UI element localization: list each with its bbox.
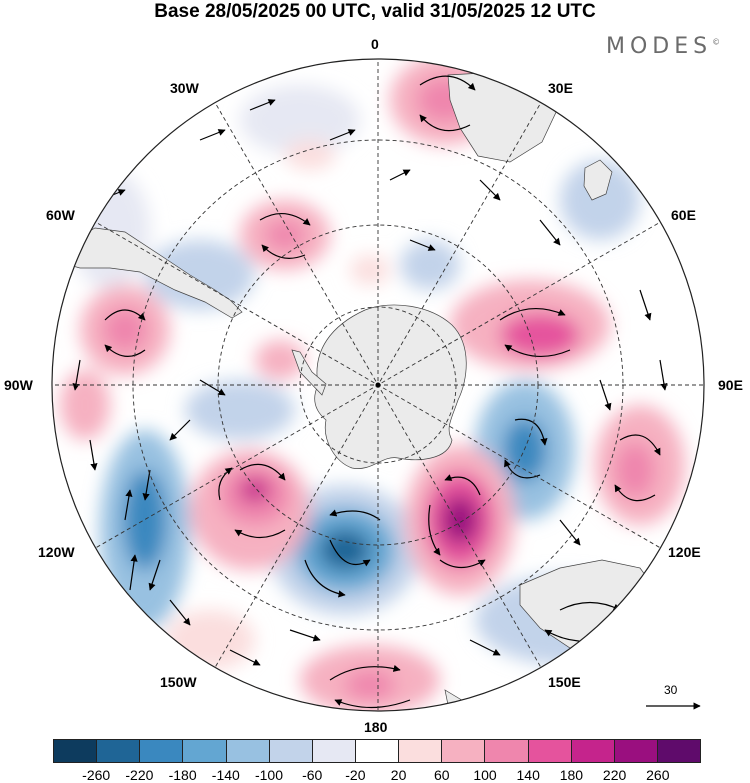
anomaly-negative xyxy=(185,380,295,440)
anomaly-positive xyxy=(240,478,270,502)
lon-label-60w: 60W xyxy=(46,207,75,223)
colorbar-tick-label: 60 xyxy=(434,767,450,783)
colorbar-tick-label: 180 xyxy=(559,767,584,783)
anomaly-positive xyxy=(500,313,580,357)
colorbar-tick-label: -180 xyxy=(168,767,197,783)
anomaly-positive xyxy=(60,370,110,440)
chart-title: Base 28/05/2025 00 UTC, valid 31/05/2025… xyxy=(154,1,596,22)
reference-vector-label: 30 xyxy=(664,683,678,697)
colorbar xyxy=(53,739,701,763)
anomaly-positive xyxy=(350,255,390,285)
lon-label-90w: 90W xyxy=(4,377,33,393)
anomaly-negative xyxy=(503,418,547,482)
lon-label-30e: 30E xyxy=(548,80,573,96)
colorbar-swatch xyxy=(657,740,701,762)
colorbar-tick-label: 100 xyxy=(473,767,497,783)
anomaly-negative xyxy=(145,240,255,310)
lon-label-90e: 90E xyxy=(718,377,743,393)
colorbar-tick-label: -100 xyxy=(254,767,284,783)
colorbar-tick-label: 220 xyxy=(602,767,627,783)
lon-label-120e: 120E xyxy=(668,544,701,560)
colorbar-swatch xyxy=(183,740,227,762)
lon-label-30w: 30W xyxy=(170,80,199,96)
colorbar-swatch xyxy=(312,740,356,762)
colorbar-swatch xyxy=(571,740,615,762)
colorbar-tick-label: -220 xyxy=(125,767,154,783)
colorbar-swatch xyxy=(269,740,313,762)
anomaly-positive xyxy=(165,610,255,670)
south-pole-marker xyxy=(375,382,381,388)
anomaly-negative xyxy=(400,240,460,290)
colorbar-swatch xyxy=(97,740,141,762)
brand-logo: MODES© xyxy=(606,34,721,59)
colorbar-tick-label: -140 xyxy=(211,767,240,783)
lon-label-0: 0 xyxy=(371,36,379,52)
colorbar-tick-label: -60 xyxy=(302,767,323,783)
colorbar-swatch xyxy=(355,740,400,762)
colorbar-swatch xyxy=(399,740,443,762)
anomaly-positive xyxy=(442,496,478,544)
anomaly-positive xyxy=(265,220,305,250)
anomaly-negative xyxy=(123,470,167,570)
anomaly-positive xyxy=(345,670,395,700)
colorbar-swatch xyxy=(226,740,270,762)
colorbar-swatch xyxy=(442,740,486,762)
colorbar-swatch xyxy=(140,740,184,762)
lon-label-60e: 60E xyxy=(671,207,696,223)
colorbar-swatch xyxy=(54,740,98,762)
anomaly-negative xyxy=(560,160,640,240)
south-america xyxy=(57,227,243,319)
anomaly-positive xyxy=(285,140,335,170)
lon-label-180: 180 xyxy=(364,719,388,735)
colorbar-tick-label: 20 xyxy=(390,767,407,783)
anomaly-field xyxy=(52,59,704,711)
polar-map xyxy=(51,58,705,712)
lon-label-150e: 150E xyxy=(548,674,581,690)
colorbar-swatch xyxy=(485,740,529,762)
antarctic-peninsula xyxy=(291,349,327,396)
map-boundary xyxy=(51,58,705,712)
colorbar-swatch xyxy=(528,740,572,762)
antarctica xyxy=(314,304,467,469)
colorbar-swatch xyxy=(614,740,658,762)
anomaly-positive xyxy=(103,308,147,352)
colorbar-tick-label: 260 xyxy=(646,767,670,783)
lon-label-150w: 150W xyxy=(160,674,197,690)
colorbar-tick-label: -20 xyxy=(345,767,366,783)
anomaly-positive xyxy=(615,442,655,498)
lon-label-120w: 120W xyxy=(38,544,75,560)
madagascar xyxy=(583,159,613,201)
colorbar-tick-label: -260 xyxy=(82,767,111,783)
colorbar-tick-label: 140 xyxy=(516,767,540,783)
anomaly-negative xyxy=(320,530,370,570)
